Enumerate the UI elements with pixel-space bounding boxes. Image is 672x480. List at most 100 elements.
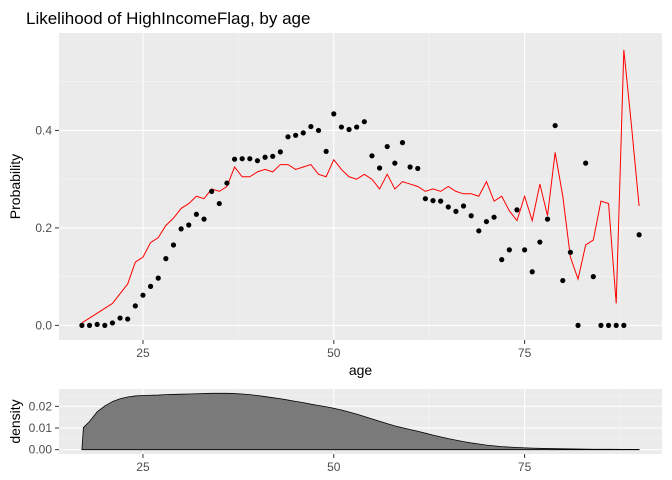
data-point bbox=[438, 198, 444, 204]
data-point bbox=[598, 322, 604, 328]
x-tick-label: 50 bbox=[327, 460, 341, 474]
data-point bbox=[422, 196, 428, 202]
data-point bbox=[109, 320, 116, 326]
data-point bbox=[430, 198, 436, 204]
y-tick-label: 0.4 bbox=[35, 123, 52, 137]
data-point bbox=[491, 214, 497, 220]
data-point bbox=[79, 322, 85, 328]
data-point bbox=[445, 204, 451, 210]
data-point bbox=[102, 322, 108, 328]
data-point bbox=[354, 124, 360, 130]
data-point bbox=[621, 322, 627, 328]
data-point bbox=[94, 321, 100, 328]
data-point bbox=[125, 316, 131, 322]
data-point bbox=[147, 283, 154, 289]
data-point bbox=[605, 322, 612, 328]
data-point bbox=[506, 247, 512, 253]
data-point bbox=[170, 242, 177, 248]
data-point bbox=[209, 188, 215, 194]
y-tick-label: 0.0 bbox=[35, 318, 52, 332]
data-point bbox=[163, 256, 169, 262]
data-point bbox=[262, 154, 268, 160]
y-tick-label: 0.2 bbox=[35, 221, 52, 235]
data-point bbox=[308, 123, 314, 130]
data-point bbox=[399, 140, 406, 146]
data-point bbox=[499, 257, 505, 263]
data-point bbox=[636, 232, 642, 238]
data-point bbox=[247, 156, 253, 162]
data-point bbox=[239, 156, 245, 162]
data-point bbox=[384, 143, 390, 150]
data-point bbox=[369, 153, 375, 159]
data-point bbox=[544, 216, 551, 222]
data-point bbox=[323, 148, 329, 155]
data-point bbox=[567, 249, 574, 255]
probability-line-series bbox=[81, 50, 640, 324]
x-tick-label: 25 bbox=[136, 346, 150, 360]
data-point bbox=[560, 277, 566, 284]
data-point bbox=[376, 165, 383, 171]
data-point bbox=[193, 211, 199, 217]
density-area bbox=[81, 392, 640, 451]
data-point bbox=[315, 127, 322, 134]
data-point bbox=[392, 160, 398, 166]
data-point bbox=[300, 130, 306, 136]
data-point bbox=[338, 124, 345, 130]
x-axis-title: age bbox=[349, 362, 373, 378]
y-tick-label: 0.00 bbox=[29, 443, 53, 457]
plot-axes: 25 50 75 0.0 0.2 0.4 bbox=[35, 123, 531, 360]
data-point bbox=[224, 180, 230, 186]
data-point bbox=[583, 160, 589, 166]
x-tick-label: 25 bbox=[136, 460, 150, 474]
data-point bbox=[186, 222, 192, 228]
data-point bbox=[407, 164, 413, 170]
density-axes: 25 50 75 0.00 0.01 0.02 bbox=[29, 399, 532, 474]
data-point bbox=[140, 292, 146, 298]
data-point bbox=[537, 239, 543, 245]
data-point bbox=[293, 132, 299, 138]
data-point bbox=[613, 322, 619, 328]
data-point bbox=[468, 213, 474, 219]
plot-panel bbox=[59, 33, 662, 340]
data-point bbox=[514, 207, 520, 213]
data-point bbox=[331, 111, 337, 117]
data-point bbox=[285, 134, 291, 140]
x-tick-label: 75 bbox=[518, 460, 532, 474]
data-point bbox=[453, 208, 459, 214]
data-point bbox=[216, 200, 222, 207]
data-point bbox=[346, 126, 352, 133]
data-point bbox=[415, 165, 421, 172]
data-point bbox=[178, 226, 184, 232]
data-point bbox=[483, 218, 490, 225]
density-area-series bbox=[81, 392, 640, 451]
y-tick-label: 0.01 bbox=[29, 421, 53, 435]
probability-point-series bbox=[79, 111, 642, 328]
data-point bbox=[460, 203, 467, 209]
data-point bbox=[132, 303, 138, 309]
density-y-axis-title: density bbox=[7, 399, 23, 443]
data-point bbox=[529, 269, 535, 275]
data-point bbox=[277, 149, 283, 155]
data-point bbox=[552, 122, 558, 129]
data-point bbox=[201, 216, 207, 222]
data-point bbox=[254, 158, 261, 164]
data-point bbox=[117, 315, 123, 321]
probability-plot: 25 50 75 0.0 0.2 0.4 age Probability bbox=[7, 33, 662, 378]
density-plot: 25 50 75 0.00 0.01 0.02 density bbox=[7, 389, 662, 474]
probability-line bbox=[81, 50, 640, 324]
data-point bbox=[231, 156, 238, 162]
x-tick-label: 75 bbox=[518, 346, 532, 360]
data-point bbox=[155, 275, 161, 281]
data-point bbox=[476, 228, 482, 234]
data-point bbox=[270, 153, 276, 159]
data-point bbox=[361, 119, 367, 125]
data-point bbox=[86, 322, 93, 328]
plot-gridlines bbox=[59, 33, 662, 340]
chart-title: Likelihood of HighIncomeFlag, by age bbox=[26, 9, 310, 28]
y-axis-title: Probability bbox=[7, 154, 23, 219]
data-point bbox=[575, 322, 581, 328]
data-point bbox=[522, 247, 528, 253]
y-tick-label: 0.02 bbox=[29, 399, 53, 413]
data-point bbox=[590, 274, 596, 280]
